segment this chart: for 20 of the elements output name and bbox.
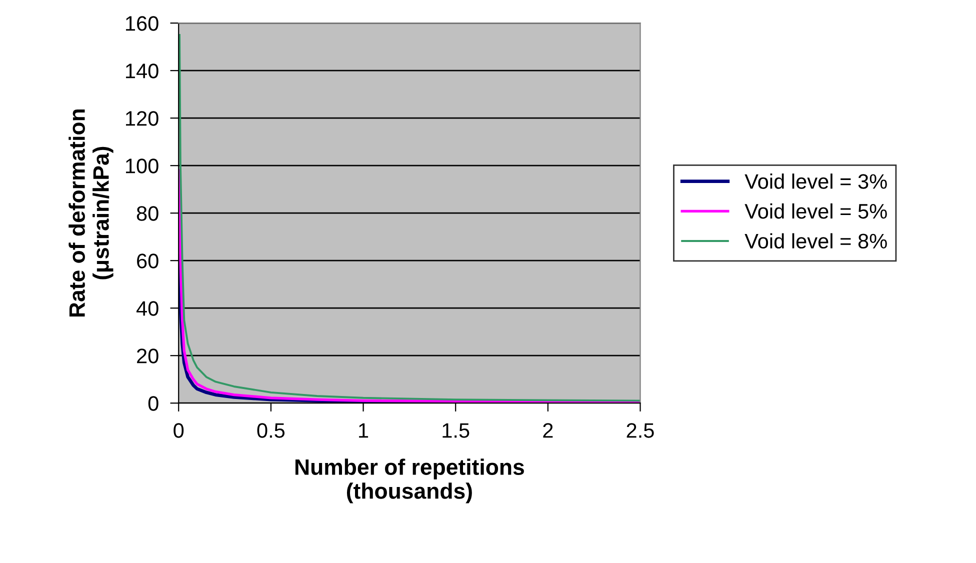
x-tick-label: 2.5 xyxy=(626,423,654,438)
y-tick-label: 0 xyxy=(148,396,158,411)
y-tick-label: 120 xyxy=(126,111,158,126)
y-tick-label: 140 xyxy=(126,64,158,78)
y-axis-title: Rate of deformation (μstrain/kPa) xyxy=(68,110,114,317)
y-tick-label: 20 xyxy=(137,348,158,364)
x-tick-label: 1 xyxy=(359,423,368,438)
legend-label: Void level = 8% xyxy=(744,233,887,249)
y-tick-label: 100 xyxy=(126,158,158,174)
legend-label: Void level = 5% xyxy=(744,203,887,219)
x-tick-label: 0.5 xyxy=(257,423,285,438)
x-tick-label: 1.5 xyxy=(442,423,470,438)
y-tick-label: 80 xyxy=(136,206,158,221)
y-tick-label: 60 xyxy=(137,254,158,268)
legend-label: Void level = 3% xyxy=(744,174,887,189)
y-tick-label: 160 xyxy=(126,16,158,31)
x-tick-label: 2 xyxy=(543,423,553,438)
x-tick-label: 0 xyxy=(174,423,184,438)
x-axis-title: Number of repetitions (thousands) xyxy=(295,458,524,504)
y-tick-label: 40 xyxy=(136,301,158,316)
